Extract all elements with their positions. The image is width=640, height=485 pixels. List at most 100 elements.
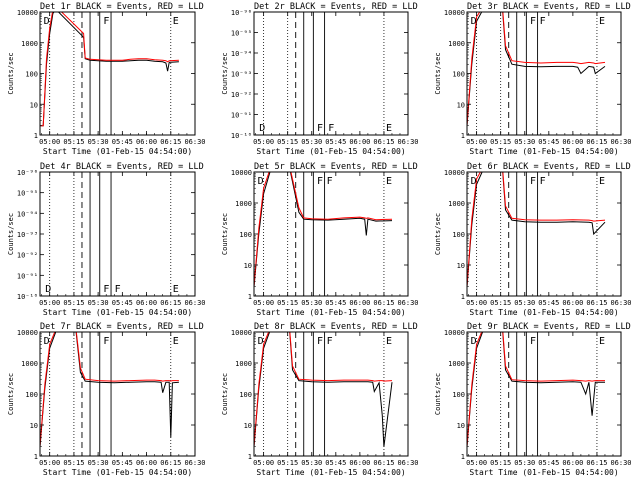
x-tick-label: 05:30 [301,138,322,146]
x-tick-label: 05:00 [39,299,60,307]
x-tick-label: 05:45 [325,299,346,307]
y-tick-label: 10 [457,101,465,109]
x-axis-label: Start Time (01-Feb-15 04:54:00) [256,147,405,156]
y-tick-label: 10 [244,422,252,430]
series-group [40,12,179,127]
x-axis-label: Start Time (01-Feb-15 04:54:00) [43,147,192,156]
x-tick-label: 05:30 [88,459,109,467]
marker-label: E [173,284,179,295]
y-tick-label: 10⁻⁹² [231,91,252,99]
y-tick-label: 10⁻⁹² [17,252,38,260]
x-tick-label: 05:45 [112,299,133,307]
marker-label: F [328,123,334,134]
x-tick-label: 05:15 [277,459,298,467]
marker-label: D [471,336,477,347]
marker-label: F [103,336,109,347]
series-line-events [467,12,606,126]
marker-label: F [317,123,323,134]
marker-label: F [530,176,536,187]
series-line-lld [40,12,179,127]
series-group [467,12,606,126]
y-tick-label: 100 [25,71,38,79]
series-line-events [254,172,393,287]
y-tick-label: 1000 [21,40,38,48]
x-tick-label: 06:30 [610,299,631,307]
axes-frame [253,171,409,297]
y-tick-label: 10⁻⁹³ [17,231,38,239]
x-tick-label: 06:00 [136,138,157,146]
marker-label: E [173,336,179,347]
x-tick-label: 06:30 [397,459,418,467]
x-tick-label: 05:15 [63,299,84,307]
x-tick-label: 05:15 [277,299,298,307]
y-tick-label: 10⁻⁹⁶ [231,9,252,17]
marker-label: F [540,176,546,187]
marker-label: D [45,284,51,295]
x-tick-label: 06:15 [373,459,394,467]
y-tick-label: 1000 [448,200,465,208]
x-tick-label: 06:00 [562,459,583,467]
y-axis-label: Counts/sec [221,52,229,94]
x-tick-label: 06:15 [373,138,394,146]
x-tick-label: 06:15 [160,138,181,146]
marker-label: F [540,16,546,27]
marker-label: F [103,284,109,295]
y-tick-label: 10000 [444,329,465,337]
x-tick-label: 05:30 [514,459,535,467]
marker-label: F [327,336,333,347]
y-tick-label: 10000 [17,9,38,17]
x-axis-label: Start Time (01-Feb-15 04:54:00) [469,308,618,317]
x-tick-label: 05:00 [253,138,274,146]
panel-title: Det 9r BLACK = Events, RED = LLD [467,322,631,332]
y-tick-label: 10⁻⁹⁵ [17,190,38,198]
y-tick-label: 10 [30,422,38,430]
y-tick-label: 10⁻⁹¹ [231,112,252,120]
x-tick-label: 06:15 [160,459,181,467]
panel-title: Det 1r BLACK = Events, RED = LLD [40,2,204,12]
series-line-lld [467,172,606,287]
y-axis-label: Counts/sec [434,213,442,255]
series-group [254,172,393,287]
x-tick-label: 06:15 [586,138,607,146]
x-tick-label: 06:30 [184,138,205,146]
x-tick-label: 06:30 [184,459,205,467]
y-tick-label: 1000 [235,200,252,208]
x-tick-label: 05:45 [112,138,133,146]
x-tick-label: 05:00 [466,299,487,307]
marker-label: D [258,176,264,187]
panel-det7r: Det 7r BLACK = Events, RED = LLD D F E 05:00… [7,322,206,477]
y-axis-label: Counts/sec [221,373,229,415]
series-line-lld [467,332,605,447]
panel-title: Det 5r BLACK = Events, RED = LLD [254,162,418,172]
x-tick-label: 05:15 [63,138,84,146]
x-tick-label: 06:30 [397,138,418,146]
panel-det2r: Det 2r BLACK = Events, RED = LLD D F F E 05:0… [221,2,419,156]
y-axis-label: Counts/sec [7,52,15,94]
marker-label: F [317,336,323,347]
y-tick-label: 1000 [448,360,465,368]
y-axis-label: Counts/sec [221,213,229,255]
axes-frame [253,11,409,136]
series-line-lld [254,332,393,447]
x-tick-label: 06:15 [373,299,394,307]
x-tick-label: 05:30 [301,459,322,467]
x-tick-label: 05:15 [277,138,298,146]
marker-label: F [317,176,323,187]
series-line-events [467,172,606,287]
y-tick-label: 10⁻⁹¹ [17,272,38,280]
y-tick-label: 10 [244,262,252,270]
x-tick-label: 06:00 [136,299,157,307]
y-tick-label: 10 [30,101,38,109]
y-tick-label: 10⁻⁹⁶ [17,169,38,177]
series-group [40,332,179,447]
y-tick-label: 1 [461,132,465,140]
marker-label: E [386,176,392,187]
x-tick-label: 06:00 [562,138,583,146]
series-group [467,332,605,447]
x-tick-label: 06:15 [586,459,607,467]
x-axis-label: Start Time (01-Feb-15 04:54:00) [469,147,618,156]
panel-title: Det 4r BLACK = Events, RED = LLD [40,162,204,172]
panel-title: Det 3r BLACK = Events, RED = LLD [467,2,631,12]
